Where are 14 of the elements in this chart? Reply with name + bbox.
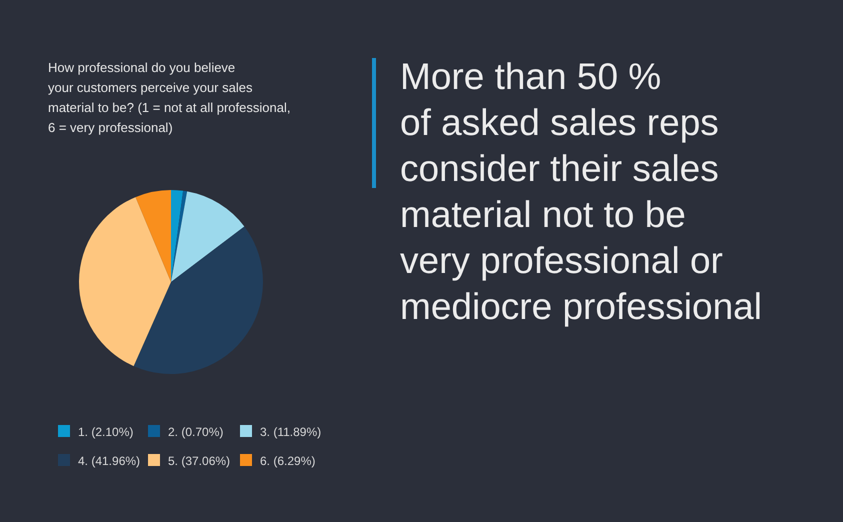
pie-slice <box>136 190 171 282</box>
legend-label: 2. (0.70%) <box>168 425 224 439</box>
legend-label: 6. (6.29%) <box>260 454 316 468</box>
legend-label: 3. (11.89%) <box>260 425 322 439</box>
chart-title: How professional do you believe your customers perceive your sales material to be? (1 = not at all professional, 6 = very professional) <box>48 60 290 135</box>
pie-slice <box>171 190 184 282</box>
pie-slice <box>171 190 188 282</box>
pie-slice <box>171 191 244 282</box>
pie-slice <box>79 197 171 366</box>
legend-label: 5. (37.06%) <box>168 454 230 468</box>
legend-label: 4. (41.96%) <box>78 454 140 468</box>
text: More than 50 % of asked sales reps consider their sales material not to be very professional or mediocre professional <box>400 56 762 327</box>
legend-label: 1. (2.10%) <box>78 425 134 439</box>
pie-slice <box>134 226 263 374</box>
